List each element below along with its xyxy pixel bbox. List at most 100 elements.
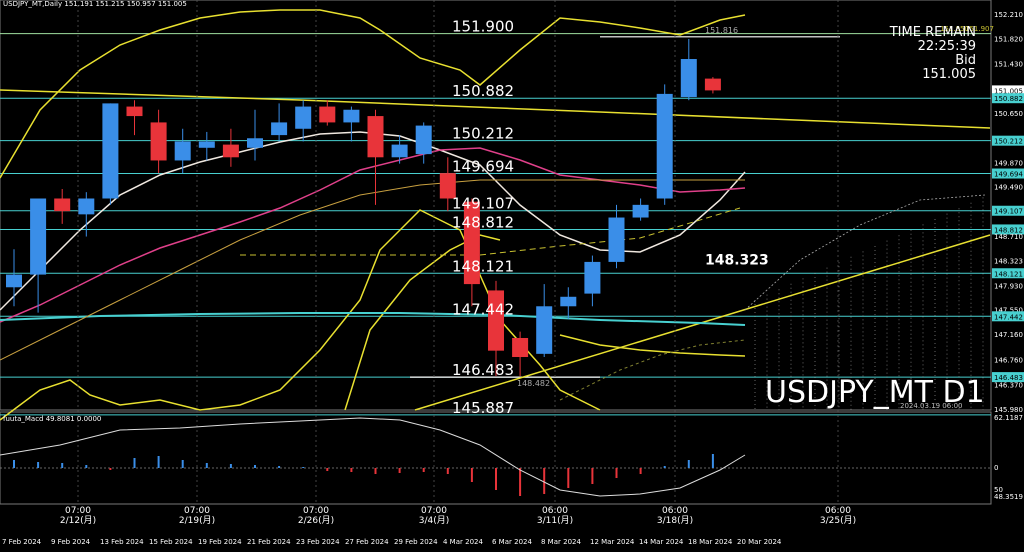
time-tick-date: 2/12(月)	[60, 515, 96, 526]
candle-body	[343, 109, 360, 123]
bid-tag-bg	[992, 85, 1024, 96]
cyan-ma-line	[0, 312, 746, 326]
time-tick: 07:00	[421, 506, 447, 516]
macd-signal-line	[0, 417, 746, 497]
time-tick-date: 3/25(月)	[820, 515, 856, 526]
level-label: 150.882	[452, 82, 514, 100]
macd-axis-label: 50	[994, 486, 1003, 494]
candle-body	[78, 198, 95, 215]
candle-body	[415, 125, 432, 155]
candle-body	[704, 78, 721, 91]
candle	[488, 280, 504, 377]
candle-body	[247, 138, 263, 148]
high-label: 151.816	[705, 26, 738, 35]
level-label: 146.483	[452, 361, 514, 379]
candle-body	[126, 106, 143, 117]
date-stamp: 2024.03.19 06:00	[900, 402, 963, 410]
time-tick-date: 3/11(月)	[537, 515, 573, 526]
price-tick: 151.005	[994, 87, 1023, 95]
candle-body	[198, 141, 215, 148]
candle	[319, 100, 336, 126]
price-tick: 150.212	[994, 138, 1023, 146]
date-tick: 13 Feb 2024	[100, 538, 144, 546]
candles	[6, 38, 721, 377]
candle	[198, 131, 215, 161]
price-tick: 148.710	[994, 233, 1023, 241]
candle-body	[608, 217, 625, 262]
candle-body	[391, 144, 408, 158]
price-tick: 147.550	[994, 306, 1023, 314]
level-tag-bg	[992, 168, 1024, 179]
candle	[174, 128, 191, 174]
candle	[150, 109, 167, 174]
ohlc-text: 151.191 151.215 150.957 151.005	[64, 0, 187, 8]
future-cloud	[744, 194, 986, 410]
date-tick: 4 Mar 2024	[443, 538, 483, 546]
price-tick: 148.812	[994, 226, 1023, 234]
candle-body	[488, 290, 504, 351]
price-tick: 152.210	[994, 11, 1023, 19]
candle	[415, 122, 432, 164]
symbol-watermark: USDJPY_MT D1	[765, 375, 985, 410]
candle	[126, 100, 143, 136]
price-tick: 151.430	[994, 60, 1023, 68]
time-axis: 07:002/12(月)07:002/19(月)07:002/26(月)07:0…	[2, 0, 856, 546]
middle-band-line	[559, 334, 746, 357]
date-tick: 14 Mar 2024	[639, 538, 684, 546]
candle-body	[367, 116, 384, 158]
level-tag-bg	[992, 372, 1024, 383]
candle	[54, 188, 71, 224]
candle	[560, 287, 577, 319]
price-tick: 149.694	[994, 171, 1023, 179]
candle-body	[30, 198, 47, 275]
level-label: 148.812	[452, 213, 514, 231]
level-label: 149.694	[452, 158, 514, 176]
date-tick: 15 Feb 2024	[149, 538, 193, 546]
level-tag-bg	[992, 93, 1024, 104]
price-tick: 145.980	[994, 406, 1023, 414]
price-tick: 147.160	[994, 331, 1023, 339]
price-tick: 150.882	[994, 95, 1023, 103]
candle-body	[680, 59, 697, 98]
candle	[367, 109, 384, 205]
date-tick: 21 Feb 2024	[247, 538, 291, 546]
time-tick: 07:00	[184, 506, 210, 516]
cloud-edge	[744, 194, 986, 311]
candle	[584, 255, 601, 307]
candle	[222, 128, 239, 167]
time-tick: 06:00	[825, 506, 851, 516]
time-tick-date: 2/19(月)	[179, 515, 215, 526]
time-tick: 07:00	[303, 506, 329, 516]
time-tick-date: 3/18(月)	[657, 515, 693, 526]
candle	[78, 192, 95, 237]
chart-header: USDJPY_MT,Daily 151.191 151.215 150.957 …	[3, 0, 187, 8]
candle-body	[536, 306, 553, 354]
level-label: 149.107	[452, 195, 514, 213]
candle-body	[632, 204, 649, 218]
symbol-text: USDJPY_MT,Daily	[3, 0, 63, 8]
level-label: 151.900	[452, 18, 514, 36]
candle	[247, 109, 263, 161]
level-label: 150.212	[452, 125, 514, 143]
candle-body	[439, 173, 456, 199]
macd-pane-frame	[0, 411, 992, 505]
bid-label: Bid	[955, 53, 976, 68]
time-tick: 07:00	[65, 506, 91, 516]
time-tick-date: 3/4(月)	[419, 515, 450, 526]
pink-ma-line	[0, 147, 746, 323]
candle	[102, 103, 119, 205]
level-label: 147.442	[452, 300, 514, 318]
date-tick: 23 Feb 2024	[296, 538, 340, 546]
level-label: 148.121	[452, 257, 514, 275]
candle	[30, 198, 47, 313]
candle	[536, 284, 553, 358]
price-tick: 149.870	[994, 159, 1023, 167]
level-tag-bg	[992, 205, 1024, 216]
dashed-line-1	[240, 207, 741, 256]
level-tag-bg	[992, 268, 1024, 279]
candle-body	[174, 141, 191, 161]
macd-title: fuuta_Macd 49.8081 0.0000	[3, 415, 102, 423]
